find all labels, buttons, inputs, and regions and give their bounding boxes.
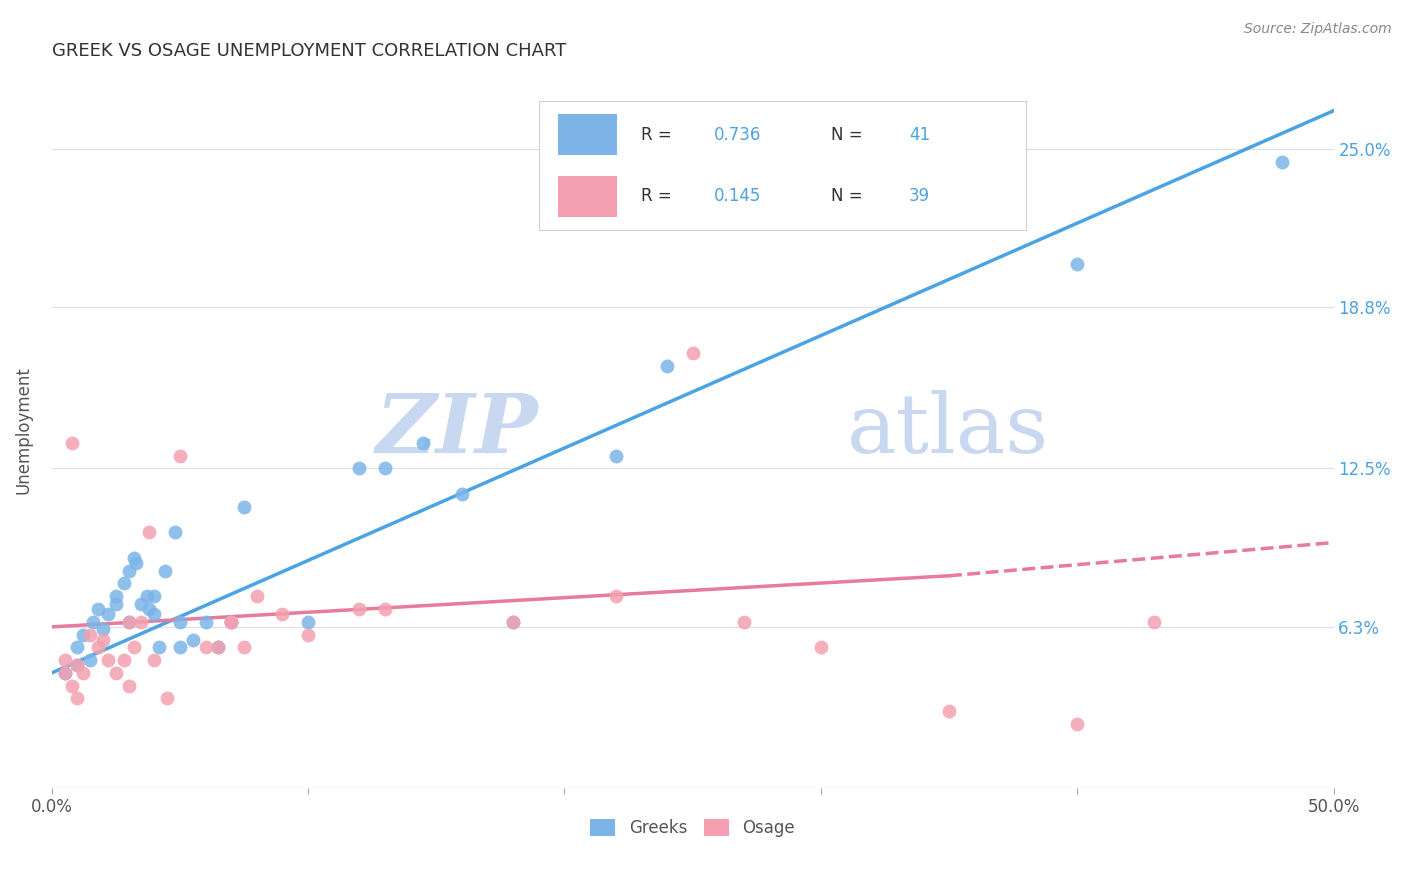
Point [502,615,524,629]
Point [104,597,127,611]
Point [87,640,110,655]
Point [169,640,191,655]
Point [104,589,127,603]
Point [1066,717,1088,731]
Point [122,550,145,565]
Point [143,589,166,603]
Point [219,615,242,629]
Point [138,525,160,540]
Point [153,564,176,578]
Point [53,665,76,680]
Point [207,640,229,655]
Point [112,576,135,591]
Y-axis label: Unemployment: Unemployment [15,367,32,494]
Point [207,640,229,655]
Point [148,640,170,655]
Legend: Greeks, Osage: Greeks, Osage [583,813,801,844]
Point [271,607,294,621]
Point [169,449,191,463]
Point [87,602,110,616]
Point [118,564,141,578]
Point [79,653,101,667]
Point [118,679,141,693]
Point [143,653,166,667]
Point [163,525,186,540]
Point [502,615,524,629]
Point [118,615,141,629]
Point [233,640,256,655]
Point [246,589,269,603]
Point [60,679,83,693]
Text: GREEK VS OSAGE UNEMPLOYMENT CORRELATION CHART: GREEK VS OSAGE UNEMPLOYMENT CORRELATION … [52,42,567,60]
Point [72,665,94,680]
Point [233,500,256,514]
Point [605,589,627,603]
Point [97,653,120,667]
Point [53,665,76,680]
Point [169,615,191,629]
Point [194,615,217,629]
Point [181,632,204,647]
Point [451,487,474,501]
Point [219,615,242,629]
Point [682,346,704,360]
Point [1271,154,1294,169]
Text: Source: ZipAtlas.com: Source: ZipAtlas.com [1244,22,1392,37]
Point [374,602,396,616]
Point [733,615,755,629]
Text: atlas: atlas [846,390,1049,470]
Point [297,627,319,641]
Point [143,607,166,621]
Point [97,607,120,621]
Point [82,615,104,629]
Point [112,653,135,667]
Point [66,640,89,655]
Point [91,623,114,637]
Point [131,597,153,611]
Point [66,691,89,706]
Point [297,615,319,629]
Point [1143,615,1166,629]
Point [138,602,160,616]
Point [349,602,371,616]
Point [79,627,101,641]
Point [156,691,179,706]
Point [349,461,371,475]
Point [104,665,127,680]
Point [938,704,960,718]
Point [655,359,678,374]
Point [605,449,627,463]
Point [53,653,76,667]
Point [60,436,83,450]
Point [125,556,148,570]
Point [72,627,94,641]
Point [412,436,434,450]
Point [91,632,114,647]
Text: ZIP: ZIP [377,390,538,470]
Point [135,589,157,603]
Point [66,658,89,673]
Point [810,640,832,655]
Point [374,461,396,475]
Point [219,615,242,629]
Point [194,640,217,655]
Point [131,615,153,629]
Point [1066,257,1088,271]
Point [66,658,89,673]
Point [122,640,145,655]
Point [118,615,141,629]
